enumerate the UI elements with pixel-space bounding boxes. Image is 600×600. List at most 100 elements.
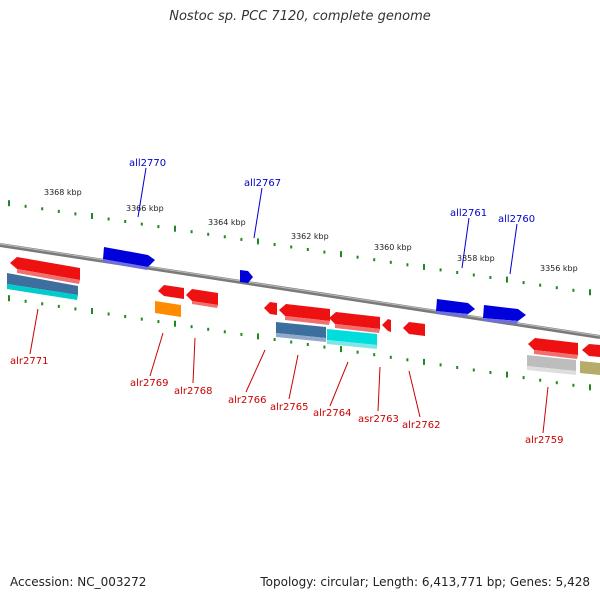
major-tick (340, 346, 342, 353)
minor-tick (406, 358, 409, 362)
minor-tick (190, 325, 193, 329)
gene-all2761[interactable] (436, 299, 475, 317)
minor-tick (572, 288, 575, 292)
gene-all2770[interactable] (102, 247, 155, 270)
minor-tick (207, 327, 210, 331)
gene-label-alr2769[interactable]: alr2769 (130, 378, 168, 389)
minor-tick (439, 363, 442, 367)
minor-tick (456, 366, 459, 369)
gene-label-all2761[interactable]: all2761 (450, 208, 487, 219)
minor-tick (539, 283, 542, 287)
minor-tick (74, 307, 77, 311)
gene-label-alr2759[interactable]: alr2759 (525, 435, 563, 446)
gene-alr2771[interactable] (7, 257, 80, 300)
major-tick (589, 289, 591, 296)
minor-tick (240, 332, 243, 336)
minor-tick (406, 263, 409, 267)
gene-alr2762[interactable] (403, 322, 425, 336)
minor-tick (472, 273, 475, 277)
minor-tick (373, 353, 376, 357)
scale-label: 3366 kbp (126, 204, 164, 213)
minor-tick (522, 376, 525, 380)
gene-alr2759[interactable] (527, 338, 578, 375)
gene-all2760[interactable] (483, 305, 526, 324)
major-tick (423, 358, 425, 365)
gene-alr2768[interactable] (186, 289, 218, 308)
scale-label: 3358 kbp (457, 254, 495, 263)
minor-tick (107, 312, 110, 316)
minor-tick (124, 315, 127, 318)
minor-tick (223, 235, 226, 239)
minor-tick (306, 343, 309, 346)
minor-tick (389, 260, 392, 264)
minor-tick (389, 355, 392, 359)
outer-tick-track (8, 200, 591, 296)
gene-label-asr2763[interactable]: asr2763 (358, 414, 399, 425)
minor-tick (140, 222, 143, 226)
map-title: Nostoc sp. PCC 7120, complete genome (169, 9, 431, 24)
minor-tick (24, 204, 27, 208)
major-tick (506, 371, 508, 378)
minor-tick (190, 230, 193, 234)
minor-tick (290, 245, 293, 249)
minor-tick (439, 268, 442, 272)
gene-label-alr2762[interactable]: alr2762 (402, 420, 440, 431)
major-tick (174, 225, 176, 232)
minor-tick (472, 368, 475, 372)
genome-summary: Topology: circular; Length: 6,413,771 bp… (260, 575, 590, 589)
minor-tick (41, 302, 44, 306)
minor-tick (157, 320, 160, 324)
major-tick (506, 276, 508, 283)
scale-label: 3362 kbp (291, 232, 329, 241)
minor-tick (522, 281, 525, 285)
major-tick (91, 308, 93, 314)
minor-tick (223, 330, 226, 334)
major-tick (257, 238, 259, 245)
gene-alr2764[interactable] (327, 312, 380, 349)
gene-alr2766[interactable] (264, 302, 277, 315)
minor-tick (157, 225, 160, 229)
gene-label-alr2765[interactable]: alr2765 (270, 402, 308, 413)
gene-label-all2760[interactable]: all2760 (498, 214, 535, 225)
minor-tick (57, 304, 60, 308)
minor-tick (124, 220, 127, 223)
gene-asr2763[interactable] (382, 319, 391, 332)
gene-label-alr2766[interactable]: alr2766 (228, 395, 266, 406)
minor-tick (373, 258, 376, 262)
gene-label-alr2771[interactable]: alr2771 (10, 356, 48, 367)
label-leaders (29, 167, 549, 434)
inner-tick-track (8, 295, 591, 391)
minor-tick (456, 271, 459, 274)
minor-tick (356, 255, 359, 259)
gene-offscreen-right[interactable] (580, 344, 600, 375)
minor-tick (57, 209, 60, 213)
minor-tick (356, 350, 359, 354)
major-tick (340, 251, 342, 258)
minor-tick (107, 217, 110, 221)
minor-tick (140, 317, 143, 321)
minor-tick (572, 383, 575, 387)
minor-tick (74, 212, 77, 216)
gene-label-alr2768[interactable]: alr2768 (174, 386, 212, 397)
gene-label-alr2764[interactable]: alr2764 (313, 408, 351, 419)
minor-tick (306, 248, 309, 251)
major-tick (91, 213, 93, 219)
major-tick (8, 200, 10, 207)
minor-tick (323, 345, 326, 349)
scale-label: 3364 kbp (208, 218, 246, 227)
gene-label-all2767[interactable]: all2767 (244, 178, 281, 189)
minor-tick (41, 207, 44, 211)
gene-alr2769[interactable] (155, 285, 184, 317)
minor-tick (207, 232, 210, 236)
minor-tick (489, 276, 492, 279)
gene-alr2765[interactable] (276, 304, 330, 342)
major-tick (257, 333, 259, 340)
gene-label-all2770[interactable]: all2770 (129, 158, 166, 169)
gene-all2767[interactable] (240, 270, 253, 283)
minor-tick (290, 340, 293, 344)
scale-label: 3368 kbp (44, 188, 82, 197)
minor-tick (273, 338, 276, 341)
minor-tick (323, 250, 326, 254)
major-tick (8, 295, 10, 302)
